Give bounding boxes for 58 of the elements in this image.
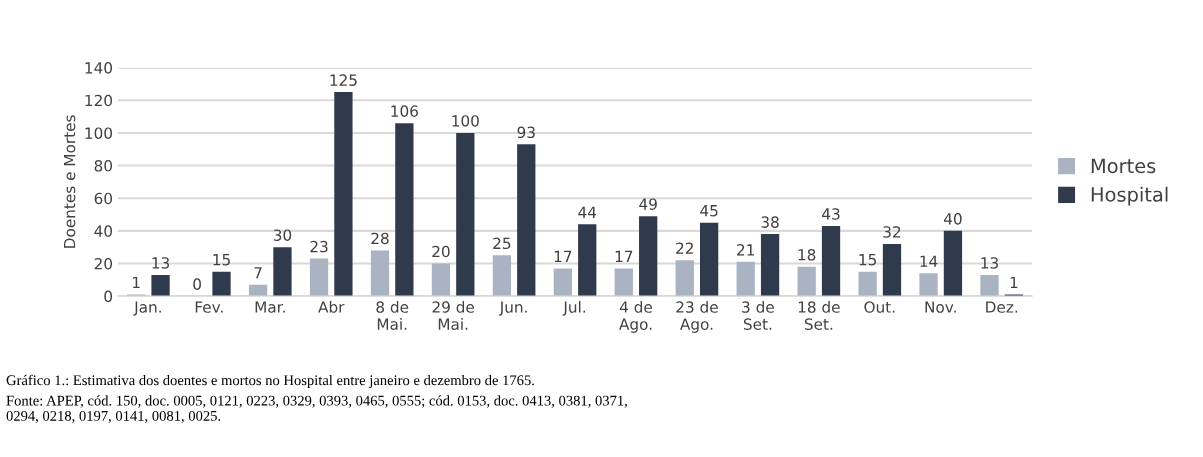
y-tick-label: 0 [104,290,113,303]
source-note: Fonte: APEP, cód. 150, doc. 0005, 0121, 0223, 0329, 0393, 0465, 0555; cód. 0153, doc. 0413, 0381, 0371, 0294, 0218, 0197, 0141, 0081, 0025. [6,395,627,423]
y-tick-label: 140 [85,62,113,74]
x-tick-label: Dez. [986,301,1018,313]
text: Gráfico 1.: Estimativa dos doentes e mortos no Hospital entre janeiro e dezembro de 1765. [6,374,534,389]
data-label: 13 [152,257,170,269]
data-label: 25 [493,237,511,250]
data-label: 13 [981,257,998,269]
y-axis-title: Doentes e Mortes [64,115,76,248]
data-label: 23 [310,240,328,253]
x-tick-label: 23 de Ago. [676,301,718,333]
y-tick-label: 20 [94,257,113,270]
data-label: 0 [193,278,201,290]
y-tick-label: 40 [94,225,113,237]
legend-label: Mortes [1091,158,1156,174]
x-tick-label: Jan. [133,301,161,316]
data-label: 20 [432,245,450,258]
data-label: 45 [700,205,718,217]
x-tick-label: Fev. [195,301,223,313]
x-tick-label: Nov. [925,301,956,313]
data-label: 7 [254,267,262,279]
data-label: 100 [452,115,479,127]
data-label: 1 [133,276,140,289]
data-label: 14 [920,255,938,267]
data-label: 28 [371,232,389,245]
x-tick-label: Out. [864,301,895,313]
y-tick-label: 100 [85,127,113,139]
data-label: 18 [798,248,816,261]
y-tick-label: 60 [94,192,113,205]
y-tick-label: 80 [94,160,113,172]
x-tick-label: Jun. [498,301,527,316]
x-tick-label: 3 de Set. [742,301,774,330]
data-label: 32 [883,226,901,238]
x-tick-label: Abr [318,301,345,313]
legend-label: Hospital [1091,186,1168,206]
y-tick-label: 120 [85,94,113,107]
data-label: 43 [822,208,840,220]
data-label: 15 [213,254,230,266]
x-tick-label: 18 de Set. [798,301,840,330]
data-label: 125 [330,74,357,86]
data-label: 44 [578,206,597,218]
data-label: 40 [943,213,962,225]
data-label: 38 [761,216,779,228]
data-label: 17 [615,250,633,262]
data-label: 93 [517,126,535,139]
x-tick-label: 4 de Ago. [619,301,653,333]
x-tick-label: 8 de Mai. [376,301,409,330]
data-label: 49 [639,198,657,210]
data-label: 30 [273,229,292,241]
data-label: 22 [676,242,693,254]
x-tick-label: Jul. [562,301,586,316]
data-label: 106 [391,105,418,117]
data-label: 21 [737,244,755,256]
data-label: 17 [554,250,572,262]
data-label: 1 [1010,276,1018,289]
x-tick-label: 29 de Mai. [432,301,475,330]
data-label: 15 [859,254,876,266]
x-tick-label: Mar. [255,301,285,313]
